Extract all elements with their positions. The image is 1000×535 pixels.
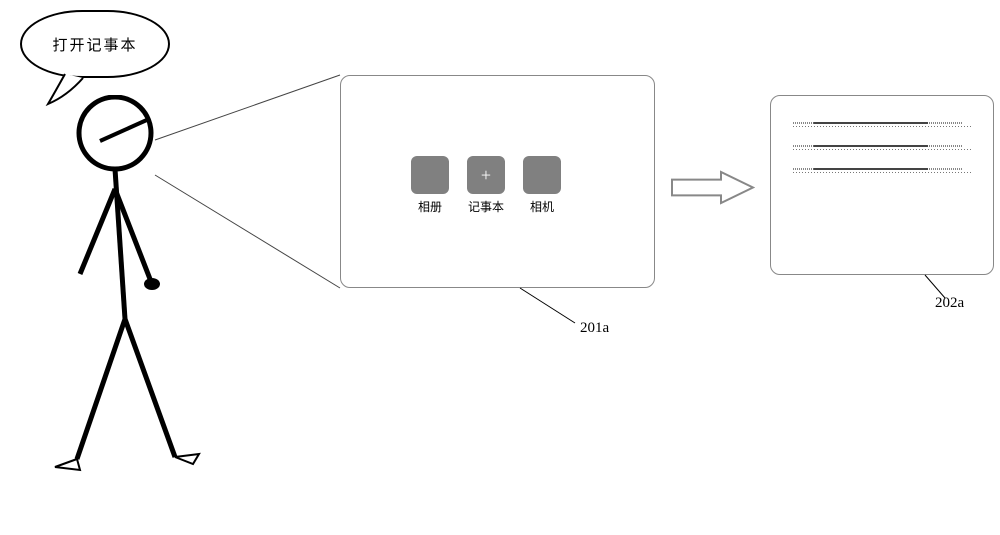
ref-line-1: [520, 288, 575, 323]
ref-line-2: [925, 275, 945, 298]
ref-lines: [0, 0, 1000, 534]
